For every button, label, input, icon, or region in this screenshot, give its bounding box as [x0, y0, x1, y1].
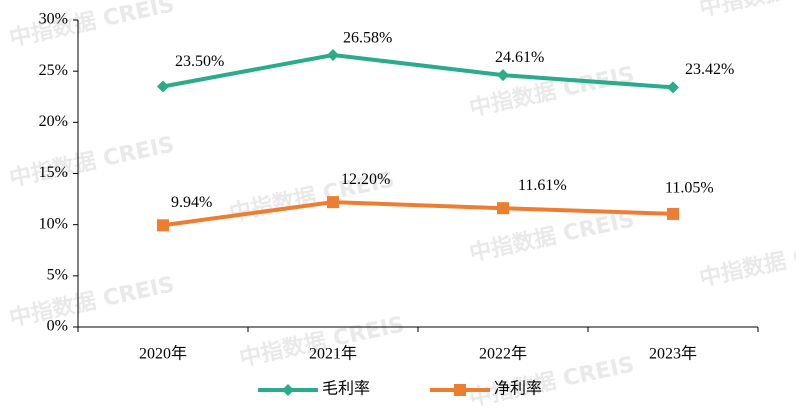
data-label: 11.61%: [518, 177, 567, 194]
data-point: [157, 219, 169, 232]
legend-marker: [282, 384, 294, 396]
series-line: [162, 200, 674, 228]
watermark: 中指数据 CREIS: [7, 131, 177, 191]
legend-marker: [454, 384, 466, 396]
y-tick-label: 5%: [47, 267, 68, 284]
data-label: 9.94%: [171, 194, 212, 211]
x-tick-label: 2020年: [139, 345, 187, 363]
watermark: 中指数据 CREIS: [697, 0, 796, 22]
series-line: [162, 52, 674, 90]
y-tick-label: 30%: [39, 11, 68, 28]
x-tick-label: 2021年: [309, 345, 357, 363]
y-tick-label: 0%: [47, 318, 68, 335]
data-label: 11.05%: [665, 180, 714, 197]
watermark: 中指数据 CREIS: [7, 271, 177, 331]
data-point: [327, 48, 339, 61]
y-tick-label: 20%: [39, 113, 68, 130]
data-point: [497, 202, 509, 215]
legend-label: 净利率: [494, 380, 542, 398]
y-tick-label: 15%: [39, 164, 68, 181]
data-label: 12.20%: [341, 171, 390, 188]
data-label: 24.61%: [495, 49, 544, 66]
data-label: 26.58%: [343, 30, 392, 47]
x-tick-label: 2022年: [479, 345, 527, 363]
x-tick-label: 2023年: [649, 345, 697, 363]
data-point: [327, 196, 339, 209]
legend-label: 毛利率: [322, 380, 370, 398]
watermark: 中指数据 CREIS: [467, 206, 637, 266]
watermark: 中指数据 CREIS: [237, 311, 407, 371]
watermark: 中指数据 CREIS: [7, 0, 177, 52]
watermark: 中指数据 CREIS: [697, 231, 796, 291]
data-point: [497, 69, 509, 82]
y-tick-label: 10%: [39, 215, 68, 232]
data-point: [667, 207, 679, 220]
data-label: 23.42%: [685, 61, 734, 78]
y-tick-label: 25%: [39, 62, 68, 79]
data-label: 23.50%: [175, 53, 224, 70]
watermark: 中指数据 CREIS: [467, 61, 637, 121]
data-point: [157, 80, 169, 93]
data-point: [667, 81, 679, 94]
